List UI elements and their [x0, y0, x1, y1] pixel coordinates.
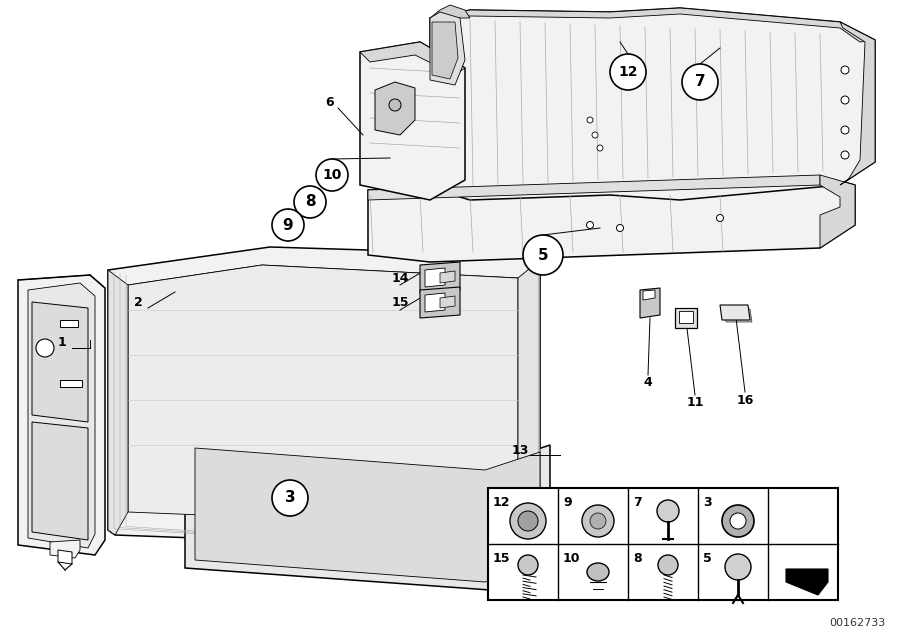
Circle shape: [590, 513, 606, 529]
Polygon shape: [185, 440, 550, 590]
Circle shape: [722, 505, 754, 537]
Polygon shape: [32, 422, 88, 540]
Polygon shape: [375, 82, 415, 135]
Circle shape: [523, 235, 563, 275]
Polygon shape: [420, 262, 460, 293]
Circle shape: [36, 339, 54, 357]
Bar: [60, 380, 82, 387]
Text: 2: 2: [133, 296, 142, 308]
Polygon shape: [430, 8, 875, 42]
Text: 13: 13: [511, 443, 528, 457]
Bar: [675, 308, 697, 328]
Circle shape: [510, 503, 546, 539]
Circle shape: [294, 186, 326, 218]
Polygon shape: [430, 12, 465, 85]
Text: 9: 9: [563, 496, 572, 509]
Bar: [60, 320, 78, 327]
Polygon shape: [108, 247, 540, 545]
Text: 10: 10: [322, 168, 342, 182]
Polygon shape: [440, 296, 455, 308]
Polygon shape: [50, 540, 80, 558]
Polygon shape: [430, 5, 470, 18]
Circle shape: [841, 126, 849, 134]
Polygon shape: [360, 42, 465, 200]
Text: 4: 4: [644, 375, 652, 389]
Text: 9: 9: [283, 218, 293, 233]
Circle shape: [657, 500, 679, 522]
Text: 15: 15: [493, 552, 510, 565]
Text: 8: 8: [633, 552, 642, 565]
Polygon shape: [643, 290, 655, 300]
Polygon shape: [108, 270, 128, 535]
Text: 10: 10: [563, 552, 580, 565]
Text: 5: 5: [703, 552, 712, 565]
Circle shape: [272, 480, 308, 516]
Text: 5: 5: [537, 247, 548, 263]
Polygon shape: [518, 260, 540, 510]
Text: 7: 7: [633, 496, 642, 509]
Circle shape: [582, 505, 614, 537]
Circle shape: [716, 214, 724, 221]
Text: 1: 1: [58, 336, 67, 349]
Polygon shape: [786, 569, 828, 595]
Circle shape: [658, 555, 678, 575]
Text: 8: 8: [305, 195, 315, 209]
Polygon shape: [420, 287, 460, 318]
Polygon shape: [425, 268, 445, 287]
Circle shape: [841, 151, 849, 159]
Bar: [679, 311, 693, 323]
Text: 00162733: 00162733: [829, 618, 885, 628]
Text: 12: 12: [618, 65, 638, 79]
Polygon shape: [32, 302, 88, 422]
Circle shape: [725, 554, 751, 580]
Polygon shape: [368, 175, 855, 262]
Circle shape: [730, 513, 746, 529]
Text: 16: 16: [736, 394, 753, 406]
Polygon shape: [820, 175, 855, 248]
Polygon shape: [440, 271, 455, 283]
Circle shape: [389, 99, 401, 111]
Circle shape: [587, 117, 593, 123]
Circle shape: [316, 159, 348, 191]
Circle shape: [592, 132, 598, 138]
Text: 12: 12: [493, 496, 510, 509]
Polygon shape: [18, 275, 105, 555]
Polygon shape: [58, 550, 72, 564]
Polygon shape: [368, 175, 820, 200]
Bar: [488, 488, 838, 600]
Circle shape: [841, 96, 849, 104]
Polygon shape: [720, 305, 750, 320]
Text: 3: 3: [284, 490, 295, 506]
Circle shape: [518, 511, 538, 531]
Circle shape: [272, 209, 304, 241]
Text: 15: 15: [392, 296, 409, 310]
Ellipse shape: [587, 563, 609, 581]
Polygon shape: [195, 448, 540, 582]
Polygon shape: [425, 293, 445, 312]
Polygon shape: [432, 22, 458, 79]
Circle shape: [682, 64, 718, 100]
Polygon shape: [28, 283, 95, 548]
Text: 6: 6: [326, 95, 334, 109]
Circle shape: [587, 221, 593, 228]
Circle shape: [597, 145, 603, 151]
Text: 14: 14: [392, 272, 409, 284]
Polygon shape: [128, 265, 518, 522]
Text: 3: 3: [703, 496, 712, 509]
Polygon shape: [640, 288, 660, 318]
Text: 11: 11: [686, 396, 704, 408]
Polygon shape: [840, 22, 875, 185]
Polygon shape: [430, 8, 875, 200]
Circle shape: [518, 555, 538, 575]
Circle shape: [841, 66, 849, 74]
Text: 7: 7: [695, 74, 706, 90]
Circle shape: [616, 225, 624, 232]
Polygon shape: [360, 42, 465, 75]
Polygon shape: [128, 265, 518, 522]
Polygon shape: [724, 309, 752, 322]
Circle shape: [610, 54, 646, 90]
